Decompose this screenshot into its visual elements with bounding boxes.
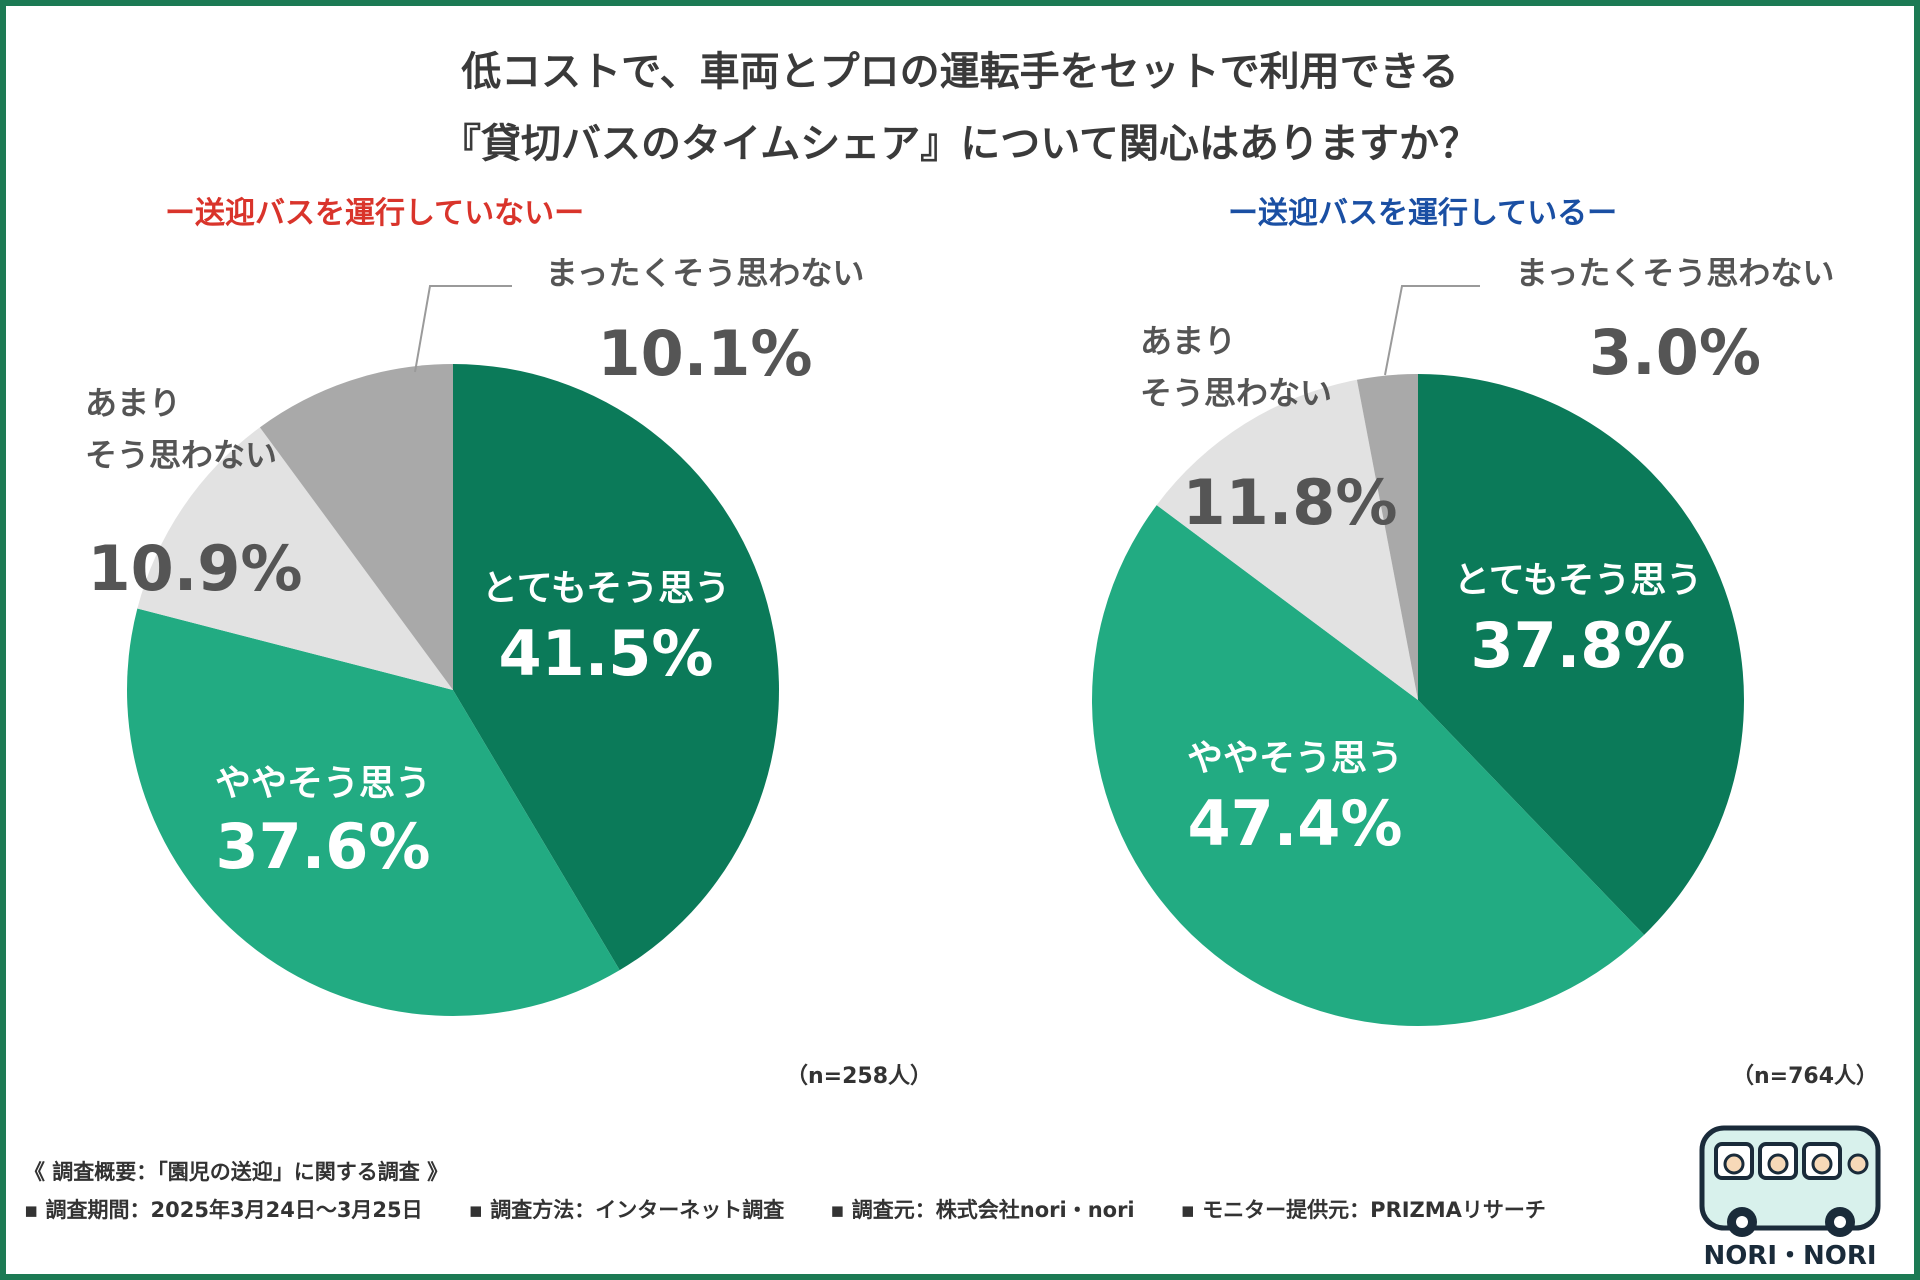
slice-value-3: 10.9% — [87, 532, 302, 605]
right-sample-size: （n=764人） — [1732, 1064, 1879, 1089]
title-line-1: 低コストで、車両とプロの運転手をセットで利用できる — [461, 49, 1459, 95]
nori-nori-logo: NORI・NORI — [1699, 1125, 1881, 1271]
slice-value-4: 10.1% — [597, 317, 812, 390]
slice-label-2: ややそう思う — [215, 763, 431, 804]
pie-slice-2 — [1092, 505, 1645, 1026]
slice-value-1: 41.5% — [498, 617, 713, 690]
slice-label-1: とてもそう思う — [482, 568, 730, 609]
leader-line — [414, 285, 512, 373]
survey-method: ▪ 調査方法：インターネット調査 — [468, 1198, 785, 1222]
slice-label-1: とてもそう思う — [1454, 560, 1702, 601]
slice-value-4: 3.0% — [1589, 316, 1761, 389]
survey-source: ▪ 調査元：株式会社nori・nori — [830, 1198, 1135, 1222]
pie-slice-1 — [453, 364, 779, 971]
slice-value-3: 11.8% — [1182, 466, 1397, 539]
pie-slice-3 — [137, 427, 453, 690]
slice-value-1: 37.8% — [1470, 609, 1685, 682]
slice-label-3-line-1: あまり — [1140, 322, 1236, 360]
survey-monitor: ▪ モニター提供元：PRIZMAリサーチ — [1180, 1198, 1546, 1222]
left-chart-subtitle: ー送迎バスを運行していないー — [165, 196, 585, 231]
right-chart-subtitle: ー送迎バスを運行しているー — [1228, 196, 1618, 231]
pie-slice-3 — [1156, 379, 1418, 700]
title-line-2: 『貸切バスのタイムシェア』について関心はありますか？ — [441, 121, 1479, 167]
slice-value-2: 37.6% — [215, 810, 430, 883]
slice-label-3-line-1: あまり — [85, 384, 181, 422]
survey-heading: 《 調査概要：「園児の送迎」に関する調査 》 — [24, 1160, 449, 1184]
logo-text: NORI・NORI — [1703, 1241, 1876, 1271]
slice-label-3-line-2: そう思わない — [85, 436, 277, 474]
slice-label-3-line-2: そう思わない — [1140, 374, 1332, 412]
slice-value-2: 47.4% — [1187, 787, 1402, 860]
pie-slice-2 — [126, 608, 620, 1016]
pie-slice-4 — [259, 364, 453, 690]
leader-line — [1384, 285, 1480, 376]
slice-label-4: まったくそう思わない — [1516, 254, 1835, 292]
survey-details: ▪ 調査期間：2025年3月24日〜3月25日 ▪ 調査方法：インターネット調査… — [24, 1194, 1546, 1224]
left-sample-size: （n=258人） — [786, 1064, 933, 1089]
survey-period: ▪ 調査期間：2025年3月24日〜3月25日 — [24, 1198, 423, 1222]
pie-slice-1 — [1418, 374, 1745, 935]
pie-slice-4 — [1356, 374, 1418, 700]
slice-label-4: まったくそう思わない — [546, 254, 865, 292]
slice-label-2: ややそう思う — [1187, 738, 1403, 779]
chart-title: 低コストで、車両とプロの運転手をセットで利用できる 『貸切バスのタイムシェア』に… — [0, 36, 1920, 180]
school-bus-icon — [1699, 1125, 1881, 1237]
